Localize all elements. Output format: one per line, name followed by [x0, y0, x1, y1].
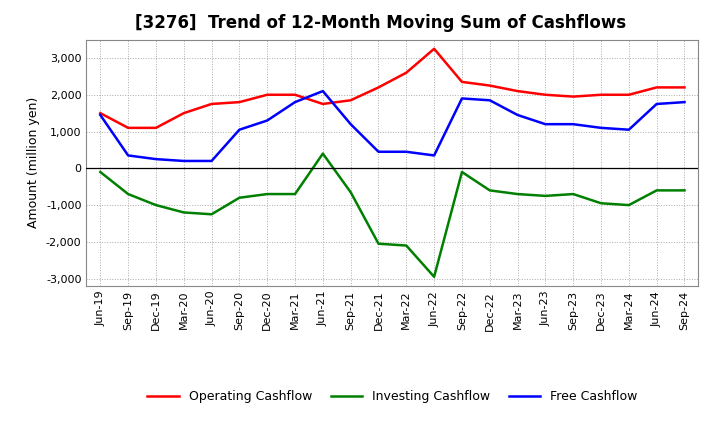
Operating Cashflow — [374, 85, 383, 90]
Free Cashflow — [485, 98, 494, 103]
Free Cashflow — [235, 127, 243, 132]
Free Cashflow — [597, 125, 606, 131]
Operating Cashflow — [179, 110, 188, 116]
Operating Cashflow — [597, 92, 606, 97]
Operating Cashflow — [263, 92, 271, 97]
Operating Cashflow — [96, 110, 104, 116]
Investing Cashflow — [680, 188, 689, 193]
Operating Cashflow — [235, 99, 243, 105]
Operating Cashflow — [430, 46, 438, 51]
Free Cashflow — [291, 99, 300, 105]
Investing Cashflow — [430, 274, 438, 279]
Investing Cashflow — [402, 243, 410, 248]
Investing Cashflow — [374, 241, 383, 246]
Investing Cashflow — [318, 151, 327, 156]
Free Cashflow — [624, 127, 633, 132]
Operating Cashflow — [318, 101, 327, 106]
Free Cashflow — [652, 101, 661, 106]
Free Cashflow — [513, 112, 522, 117]
Investing Cashflow — [597, 201, 606, 206]
Line: Free Cashflow: Free Cashflow — [100, 91, 685, 161]
Operating Cashflow — [680, 85, 689, 90]
Investing Cashflow — [624, 202, 633, 208]
Investing Cashflow — [291, 191, 300, 197]
Operating Cashflow — [541, 92, 550, 97]
Free Cashflow — [374, 149, 383, 154]
Operating Cashflow — [513, 88, 522, 94]
Investing Cashflow — [152, 202, 161, 208]
Free Cashflow — [207, 158, 216, 164]
Investing Cashflow — [124, 191, 132, 197]
Operating Cashflow — [458, 79, 467, 84]
Operating Cashflow — [346, 98, 355, 103]
Free Cashflow — [179, 158, 188, 164]
Text: [3276]  Trend of 12-Month Moving Sum of Cashflows: [3276] Trend of 12-Month Moving Sum of C… — [135, 15, 626, 33]
Investing Cashflow — [207, 212, 216, 217]
Free Cashflow — [430, 153, 438, 158]
Operating Cashflow — [569, 94, 577, 99]
Investing Cashflow — [458, 169, 467, 175]
Investing Cashflow — [513, 191, 522, 197]
Free Cashflow — [263, 118, 271, 123]
Operating Cashflow — [624, 92, 633, 97]
Free Cashflow — [680, 99, 689, 105]
Investing Cashflow — [569, 191, 577, 197]
Operating Cashflow — [402, 70, 410, 75]
Free Cashflow — [346, 121, 355, 127]
Operating Cashflow — [207, 101, 216, 106]
Investing Cashflow — [541, 193, 550, 198]
Line: Investing Cashflow: Investing Cashflow — [100, 154, 685, 277]
Investing Cashflow — [263, 191, 271, 197]
Investing Cashflow — [235, 195, 243, 200]
Investing Cashflow — [179, 210, 188, 215]
Investing Cashflow — [652, 188, 661, 193]
Y-axis label: Amount (million yen): Amount (million yen) — [27, 97, 40, 228]
Free Cashflow — [569, 121, 577, 127]
Investing Cashflow — [96, 169, 104, 175]
Free Cashflow — [402, 149, 410, 154]
Operating Cashflow — [152, 125, 161, 131]
Line: Operating Cashflow: Operating Cashflow — [100, 49, 685, 128]
Free Cashflow — [458, 96, 467, 101]
Operating Cashflow — [124, 125, 132, 131]
Free Cashflow — [124, 153, 132, 158]
Free Cashflow — [96, 112, 104, 117]
Free Cashflow — [541, 121, 550, 127]
Investing Cashflow — [346, 190, 355, 195]
Legend: Operating Cashflow, Investing Cashflow, Free Cashflow: Operating Cashflow, Investing Cashflow, … — [143, 385, 642, 408]
Free Cashflow — [318, 88, 327, 94]
Operating Cashflow — [652, 85, 661, 90]
Operating Cashflow — [485, 83, 494, 88]
Operating Cashflow — [291, 92, 300, 97]
Free Cashflow — [152, 157, 161, 162]
Investing Cashflow — [485, 188, 494, 193]
